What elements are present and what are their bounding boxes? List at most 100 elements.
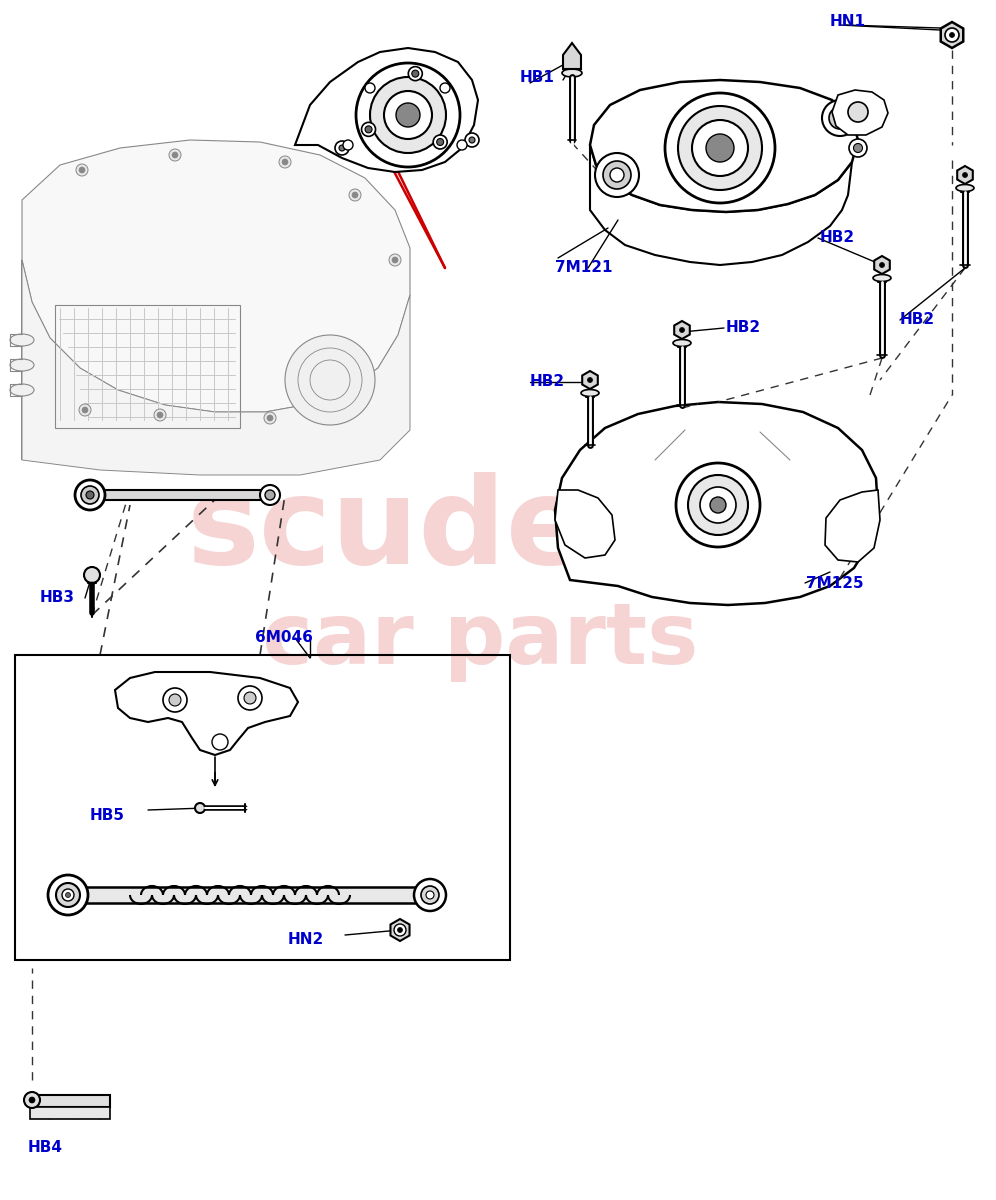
Circle shape bbox=[392, 257, 398, 263]
Circle shape bbox=[267, 415, 273, 421]
Circle shape bbox=[610, 168, 624, 182]
Bar bbox=[90, 490, 270, 500]
Polygon shape bbox=[957, 166, 973, 184]
Circle shape bbox=[710, 497, 726, 514]
Circle shape bbox=[195, 803, 205, 814]
Circle shape bbox=[282, 158, 288, 164]
Ellipse shape bbox=[581, 390, 599, 396]
Ellipse shape bbox=[873, 275, 891, 282]
Text: car parts: car parts bbox=[262, 599, 698, 682]
Circle shape bbox=[163, 688, 187, 712]
Circle shape bbox=[285, 335, 375, 425]
Ellipse shape bbox=[10, 359, 34, 371]
Circle shape bbox=[384, 91, 432, 139]
Circle shape bbox=[848, 102, 868, 122]
Circle shape bbox=[29, 1097, 35, 1103]
Circle shape bbox=[469, 137, 475, 143]
Circle shape bbox=[172, 152, 178, 158]
Text: HN2: HN2 bbox=[288, 932, 325, 948]
Text: 7M125: 7M125 bbox=[806, 576, 864, 590]
Polygon shape bbox=[590, 145, 852, 265]
Text: HB1: HB1 bbox=[520, 71, 555, 85]
Circle shape bbox=[260, 485, 280, 505]
Polygon shape bbox=[583, 371, 598, 389]
Circle shape bbox=[365, 126, 373, 133]
Ellipse shape bbox=[673, 340, 691, 347]
Circle shape bbox=[835, 113, 845, 122]
Circle shape bbox=[265, 490, 275, 500]
Circle shape bbox=[879, 263, 884, 268]
Polygon shape bbox=[555, 490, 615, 558]
Polygon shape bbox=[22, 140, 410, 460]
Circle shape bbox=[854, 144, 863, 152]
Polygon shape bbox=[674, 320, 690, 338]
Circle shape bbox=[169, 694, 181, 706]
Circle shape bbox=[414, 878, 446, 911]
Text: HB2: HB2 bbox=[530, 374, 565, 390]
Circle shape bbox=[76, 164, 88, 176]
Circle shape bbox=[603, 161, 631, 188]
Circle shape bbox=[945, 28, 959, 42]
Circle shape bbox=[352, 192, 358, 198]
Circle shape bbox=[82, 407, 88, 413]
Text: HB2: HB2 bbox=[900, 312, 935, 328]
Ellipse shape bbox=[956, 185, 974, 192]
Polygon shape bbox=[941, 22, 963, 48]
Circle shape bbox=[394, 924, 406, 936]
Circle shape bbox=[397, 928, 402, 932]
Bar bbox=[30, 1094, 110, 1106]
Circle shape bbox=[81, 486, 99, 504]
Circle shape bbox=[75, 480, 105, 510]
Circle shape bbox=[66, 893, 71, 898]
Polygon shape bbox=[874, 256, 889, 274]
Circle shape bbox=[169, 149, 181, 161]
Circle shape bbox=[335, 140, 349, 155]
Circle shape bbox=[962, 173, 967, 178]
Circle shape bbox=[389, 254, 401, 266]
Circle shape bbox=[411, 70, 418, 77]
Text: HB2: HB2 bbox=[820, 230, 856, 246]
Circle shape bbox=[362, 122, 375, 137]
Circle shape bbox=[688, 475, 748, 535]
Text: HB3: HB3 bbox=[40, 590, 75, 606]
Circle shape bbox=[244, 692, 256, 704]
Ellipse shape bbox=[10, 384, 34, 396]
Text: HB4: HB4 bbox=[28, 1140, 63, 1156]
Circle shape bbox=[676, 463, 760, 547]
Bar bbox=[30, 1106, 110, 1118]
Circle shape bbox=[365, 83, 375, 92]
Text: HB5: HB5 bbox=[90, 808, 125, 822]
Circle shape bbox=[829, 107, 851, 128]
Circle shape bbox=[692, 120, 748, 176]
Circle shape bbox=[212, 734, 228, 750]
Circle shape bbox=[279, 156, 291, 168]
Text: HN1: HN1 bbox=[830, 14, 866, 30]
Circle shape bbox=[588, 378, 593, 383]
Circle shape bbox=[706, 134, 734, 162]
Polygon shape bbox=[115, 672, 298, 755]
Circle shape bbox=[86, 491, 94, 499]
Circle shape bbox=[396, 103, 420, 127]
Ellipse shape bbox=[562, 68, 582, 77]
Circle shape bbox=[56, 883, 80, 907]
Text: 7M121: 7M121 bbox=[555, 260, 613, 276]
Bar bbox=[86, 887, 428, 902]
Circle shape bbox=[370, 77, 446, 152]
Text: scuderia: scuderia bbox=[186, 472, 774, 588]
Circle shape bbox=[465, 133, 479, 146]
Circle shape bbox=[436, 138, 443, 145]
Circle shape bbox=[595, 152, 639, 197]
Circle shape bbox=[90, 582, 94, 586]
Circle shape bbox=[356, 62, 460, 167]
Circle shape bbox=[84, 566, 100, 583]
Circle shape bbox=[79, 404, 91, 416]
Circle shape bbox=[421, 886, 439, 904]
Circle shape bbox=[62, 889, 74, 901]
Circle shape bbox=[457, 140, 467, 150]
Circle shape bbox=[822, 100, 858, 136]
Polygon shape bbox=[832, 90, 888, 134]
Circle shape bbox=[24, 1092, 40, 1108]
Polygon shape bbox=[390, 919, 409, 941]
Circle shape bbox=[157, 412, 163, 418]
Circle shape bbox=[343, 140, 353, 150]
